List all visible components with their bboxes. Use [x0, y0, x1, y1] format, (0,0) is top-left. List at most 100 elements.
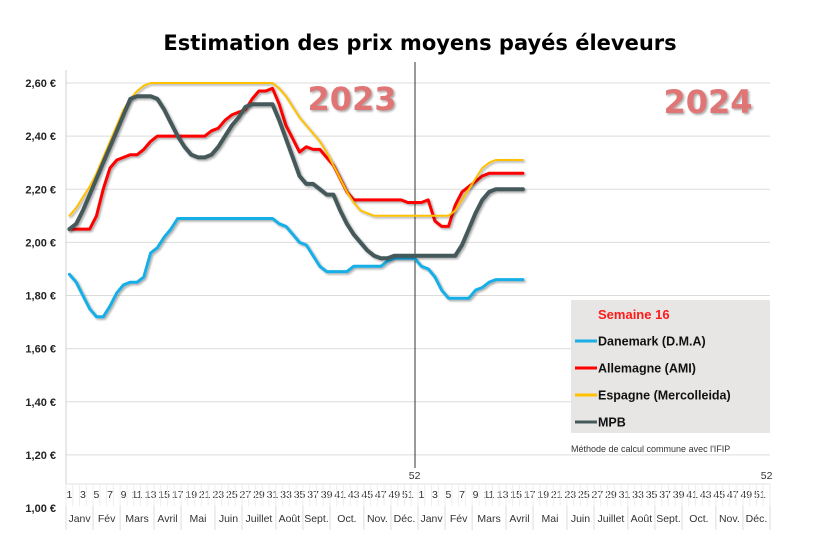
x-month-label: Déc.: [746, 513, 768, 525]
series-line-mpb: [67, 94, 525, 261]
x-week-label: 17: [172, 489, 184, 501]
series-line-danemark-d-m-a: [67, 217, 525, 319]
x-week-label: 31: [267, 489, 279, 501]
x-month-label: Juillet: [245, 513, 272, 525]
x-week-label: 1: [66, 489, 72, 501]
x-week-label: 1: [418, 489, 424, 501]
x-week-label: 51: [754, 489, 766, 501]
x-week-label: 37: [659, 489, 671, 501]
x-month-label: Fév: [98, 513, 116, 525]
x-week-label: 3: [432, 489, 438, 501]
x-week-label: 49: [388, 489, 400, 501]
x-axis: 1 3 5 7 9 11 13 15 17 19 21 23 25 27 29 31 33 35 37 39 41 43 4…: [65, 470, 773, 530]
legend-label: Danemark (D.M.A): [598, 335, 706, 349]
x-week-label: 15: [510, 489, 522, 501]
x-week-label: 5: [446, 489, 452, 501]
x-week-label: 13: [497, 489, 509, 501]
x-week-label: 25: [226, 489, 238, 501]
x-week-label: 49: [740, 489, 752, 501]
x-month-label: Août: [631, 513, 653, 525]
x-week-label: 52: [761, 470, 773, 482]
x-month-label: Sept.: [656, 513, 681, 525]
x-week-label: 33: [632, 489, 644, 501]
legend-title: Semaine 16: [598, 307, 670, 322]
x-month-label: Juillet: [597, 513, 624, 525]
y-tick-label: 2,20 €: [25, 184, 56, 196]
y-tick-label: 2,60 €: [25, 78, 56, 90]
x-week-label: 47: [727, 489, 739, 501]
x-week-label: 35: [646, 489, 658, 501]
x-month-label: Mai: [542, 513, 559, 525]
x-month-label: Sept.: [304, 513, 329, 525]
x-month-label: Nov.: [719, 513, 740, 525]
x-week-label: 27: [240, 489, 252, 501]
x-week-label: 7: [107, 489, 113, 501]
x-month-label: Avril: [509, 513, 529, 525]
x-month-label: Août: [279, 513, 301, 525]
year-label-2024: 2024: [663, 83, 752, 121]
y-tick-label: 1,80 €: [25, 291, 56, 303]
x-week-label: 45: [361, 489, 373, 501]
x-month-label: Juin: [571, 513, 590, 525]
x-week-label: 27: [592, 489, 604, 501]
x-week-label: 35: [294, 489, 306, 501]
x-week-label: 21: [551, 489, 563, 501]
x-week-label: 9: [121, 489, 127, 501]
x-month-label: Déc.: [394, 513, 416, 525]
series-line-espagne-mercolleida: [68, 82, 524, 217]
x-week-label: 47: [375, 489, 387, 501]
x-month-label: Nov.: [367, 513, 388, 525]
y-tick-label: 1,00 €: [25, 503, 56, 515]
legend: Semaine 16 Danemark (D.M.A) Allemagne (AM…: [571, 300, 770, 433]
x-week-label: 51: [402, 489, 414, 501]
x-week-label: 31: [619, 489, 631, 501]
x-week-label: 11: [484, 489, 495, 501]
y-axis: 1,00 € 1,20 € 1,40 € 1,60 € 1,80 € 2,00 € 2,20…: [25, 78, 56, 515]
x-month-label: Janv: [68, 513, 91, 525]
y-tick-label: 1,60 €: [25, 344, 56, 356]
chart-title: Estimation des prix moyens payés éleveur…: [163, 31, 676, 55]
x-week-label: 23: [564, 489, 576, 501]
x-week-label: 9: [473, 489, 479, 501]
x-month-label: Avril: [157, 513, 177, 525]
x-week-label: 3: [80, 489, 86, 501]
y-tick-label: 1,40 €: [25, 397, 56, 409]
x-week-label: 13: [145, 489, 157, 501]
x-month-label: Oct.: [689, 513, 708, 525]
legend-box: [571, 300, 770, 433]
x-week-label: 52: [409, 470, 421, 482]
x-week-label: 41: [334, 489, 346, 501]
y-tick-label: 2,40 €: [25, 131, 56, 143]
legend-label: Espagne (Mercolleida): [598, 389, 731, 403]
x-week-label: 19: [537, 489, 549, 501]
legend-label: MPB: [598, 416, 626, 430]
x-week-label: 45: [713, 489, 725, 501]
x-week-label: 11: [132, 489, 143, 501]
x-month-label: Mars: [125, 513, 148, 525]
x-week-label: 21: [199, 489, 211, 501]
x-week-label: 39: [321, 489, 333, 501]
x-week-label: 43: [348, 489, 360, 501]
x-week-label: 5: [94, 489, 100, 501]
legend-label: Allemagne (AMI): [598, 362, 696, 376]
x-month-label: Mai: [190, 513, 207, 525]
x-week-label: 43: [700, 489, 712, 501]
x-week-label: 23: [212, 489, 224, 501]
x-month-label: Mars: [477, 513, 500, 525]
method-note: Méthode de calcul commune avec l'IFIP: [571, 444, 730, 454]
x-month-label: Janv: [420, 513, 443, 525]
series-line-allemagne-ami: [67, 86, 525, 231]
x-week-label: 39: [673, 489, 685, 501]
x-week-label: 17: [524, 489, 536, 501]
x-month-label: Fév: [450, 513, 468, 525]
series-lines: [67, 82, 525, 319]
y-tick-label: 1,20 €: [25, 450, 56, 462]
x-week-label: 7: [459, 489, 465, 501]
x-month-label: Juin: [219, 513, 238, 525]
x-month-label: Oct.: [337, 513, 356, 525]
x-week-label: 29: [253, 489, 265, 501]
x-week-label: 37: [307, 489, 319, 501]
x-week-label: 25: [578, 489, 590, 501]
x-week-label: 15: [158, 489, 170, 501]
